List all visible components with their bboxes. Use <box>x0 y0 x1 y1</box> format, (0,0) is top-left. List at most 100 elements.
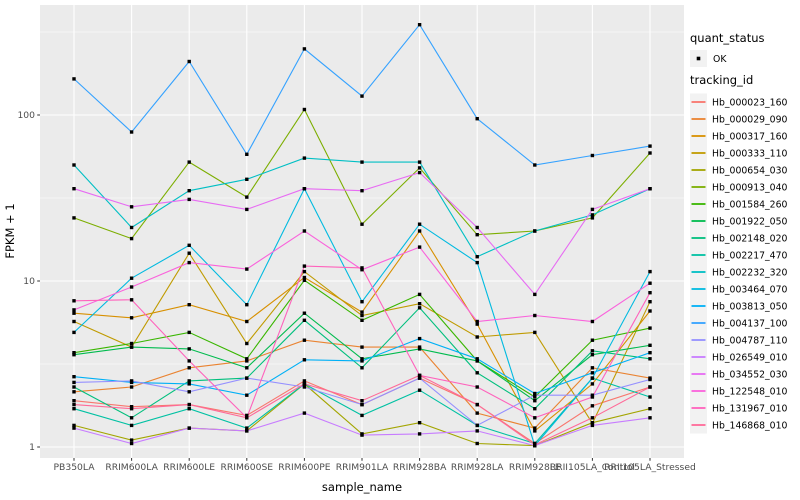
data-point <box>360 313 364 318</box>
x-axis-tick-labels: PB350LA RRIM600LA RRIM600LE RRIM600SE RRIM60… <box>54 462 696 473</box>
legend-entry-label: Hb_000317_160 <box>712 131 788 142</box>
legend-entry-label: Hb_026549_010 <box>712 352 788 363</box>
legend-entry-label: Hb_000333_110 <box>712 148 788 159</box>
x-tick-label: RRIM600LA <box>105 462 158 473</box>
y-tick-label: 1 <box>29 442 35 453</box>
data-point <box>475 225 479 230</box>
x-tick-label: RRIM600PE <box>278 462 330 473</box>
data-point <box>417 373 422 378</box>
legend-entry: Hb_034552_030 <box>690 365 788 383</box>
data-point <box>245 429 249 433</box>
legend-entry: Hb_003464_070 <box>690 280 788 298</box>
y-axis-tick-labels: 1 10 100 <box>17 110 35 453</box>
data-point <box>648 187 652 191</box>
data-point <box>475 441 479 446</box>
data-point <box>129 130 134 134</box>
data-point <box>533 292 537 297</box>
data-point <box>590 213 595 217</box>
data-point <box>72 77 76 81</box>
x-tick-label: RRIM928LE <box>509 462 561 473</box>
y-tick-label: 100 <box>17 110 35 121</box>
data-point <box>417 376 422 380</box>
data-point <box>72 385 76 389</box>
data-point <box>187 382 191 386</box>
data-point <box>648 269 652 274</box>
data-point <box>245 413 249 418</box>
data-point <box>475 385 479 389</box>
legend-entry: Hb_000333_110 <box>690 144 788 162</box>
data-point <box>648 151 652 155</box>
data-point <box>360 310 364 314</box>
data-point <box>475 371 479 375</box>
data-point <box>302 187 307 191</box>
data-point <box>417 388 422 392</box>
legend-quant-status-title: quant_status <box>690 31 765 45</box>
data-point <box>187 402 191 407</box>
data-point <box>533 443 537 447</box>
data-point <box>187 251 191 255</box>
data-point <box>187 366 191 370</box>
series-point-markers <box>72 23 652 448</box>
data-point <box>475 357 479 361</box>
data-point <box>72 390 76 394</box>
data-point <box>360 300 364 304</box>
legend-entry-label: Hb_131967_010 <box>712 403 788 414</box>
x-tick-label: RRII105LA_Control <box>550 462 635 473</box>
data-point <box>187 260 191 265</box>
legend-quant-ok-label: OK <box>713 54 727 65</box>
data-point <box>533 416 537 420</box>
data-point <box>590 319 595 324</box>
data-point <box>72 426 76 430</box>
legend-entry-label: Hb_122548_010 <box>712 386 788 397</box>
data-point <box>187 379 191 383</box>
legend-entry: Hb_002217_470 <box>690 246 788 264</box>
data-point <box>475 423 479 428</box>
data-point <box>129 379 134 383</box>
legend-entry: Hb_000317_160 <box>690 127 788 145</box>
x-tick-label: RRIM928BA <box>393 462 447 473</box>
data-point <box>302 379 307 383</box>
data-point <box>72 399 76 403</box>
data-point <box>129 345 134 349</box>
data-point <box>245 341 249 346</box>
data-point <box>417 432 422 436</box>
data-point <box>475 322 479 326</box>
data-point <box>360 399 364 403</box>
data-point <box>302 264 307 268</box>
data-point <box>475 335 479 339</box>
data-point <box>302 411 307 415</box>
data-point <box>245 359 249 363</box>
data-point <box>129 441 134 446</box>
data-point <box>187 243 191 247</box>
data-point <box>302 318 307 322</box>
legend-entry-label: Hb_002232_320 <box>712 267 788 278</box>
data-point <box>72 330 76 335</box>
data-point <box>533 429 537 433</box>
data-point <box>129 316 134 320</box>
data-point <box>129 438 134 442</box>
data-point <box>360 433 364 437</box>
data-point <box>533 426 537 430</box>
data-point <box>590 353 595 357</box>
data-point <box>129 385 134 389</box>
legend-entry-label: Hb_000029_090 <box>712 114 788 125</box>
legend-entry-label: Hb_002217_470 <box>712 250 788 261</box>
data-point <box>245 152 249 156</box>
data-point <box>72 407 76 411</box>
data-point <box>129 405 134 409</box>
data-point <box>360 402 364 407</box>
data-point <box>245 195 249 199</box>
legend-entry: Hb_001584_260 <box>690 195 788 213</box>
axis-tick-marks <box>37 114 651 461</box>
legend-entry-label: Hb_146868_010 <box>712 420 788 431</box>
data-point <box>417 421 422 425</box>
data-point <box>72 216 76 220</box>
legend-entry: Hb_131967_010 <box>690 399 788 417</box>
data-point <box>72 380 76 385</box>
data-point <box>590 366 595 370</box>
data-point <box>360 94 364 98</box>
data-point <box>417 222 422 226</box>
data-point <box>187 426 191 430</box>
